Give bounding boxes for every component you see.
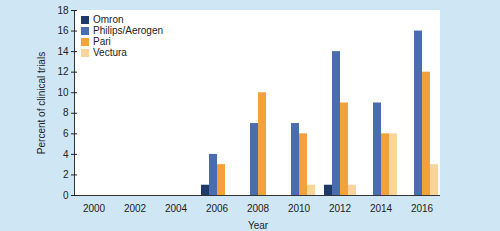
svg-text:2008: 2008 (247, 203, 270, 214)
html-text:Vectura: Vectura (93, 47, 127, 58)
svg-text:4: 4 (63, 149, 69, 160)
svg-text:2004: 2004 (165, 203, 188, 214)
svg-text:2016: 2016 (411, 203, 434, 214)
svg-text:8: 8 (63, 107, 69, 118)
svg-text:14: 14 (57, 46, 69, 57)
svg-text:2000: 2000 (83, 203, 106, 214)
svg-text:6: 6 (63, 128, 69, 139)
svg-text:10: 10 (57, 87, 69, 98)
svg-text:2010: 2010 (288, 203, 311, 214)
svg-text:2006: 2006 (206, 203, 229, 214)
svg-text:16: 16 (57, 25, 69, 36)
svg-text:0: 0 (63, 190, 69, 201)
svg-text:18: 18 (57, 5, 69, 16)
html-text:Philips/Aerogen: Philips/Aerogen (93, 25, 163, 36)
svg-text:2002: 2002 (124, 203, 147, 214)
svg-text:12: 12 (57, 66, 69, 77)
html-text:Omron: Omron (93, 14, 124, 25)
svg-text:Year: Year (248, 220, 269, 231)
svg-text:Percent of clinical trials: Percent of clinical trials (36, 52, 47, 154)
svg-text:2014: 2014 (370, 203, 393, 214)
svg-text:2: 2 (63, 169, 69, 180)
html-text:Pari: Pari (93, 36, 111, 47)
svg-text:2012: 2012 (329, 203, 352, 214)
